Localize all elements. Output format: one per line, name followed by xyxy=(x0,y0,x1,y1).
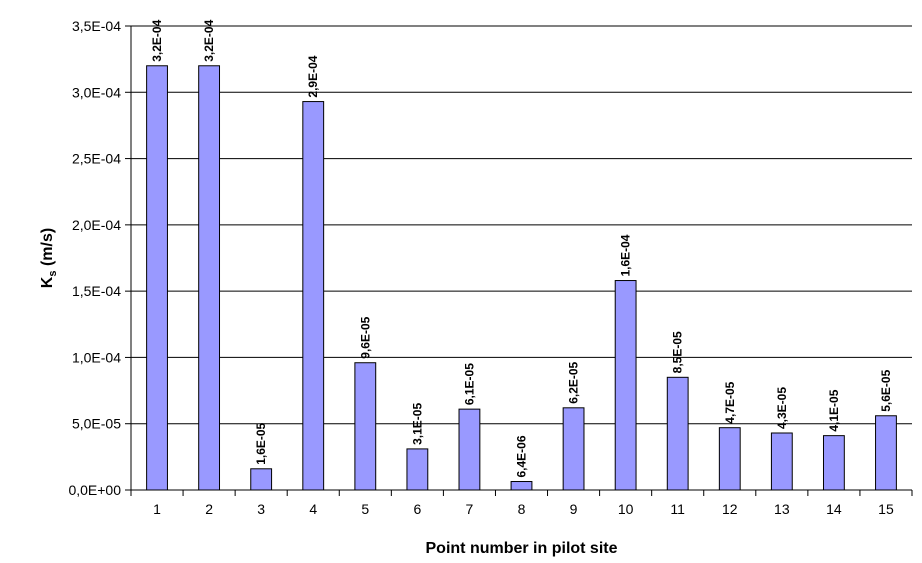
bar xyxy=(822,435,845,491)
data-label: 9,6E-05 xyxy=(358,316,372,358)
data-label: 6,4E-06 xyxy=(515,435,529,477)
y-tick-label: 2,0E-04 xyxy=(72,217,121,233)
data-label: 3,2E-04 xyxy=(202,19,216,61)
x-tick-labels: 1 2 3 4 5 6 7 8 9 10 11 12 13 14 15 xyxy=(153,501,894,517)
x-tick-label: 7 xyxy=(466,501,474,517)
x-tick-label: 6 xyxy=(413,501,421,517)
x-tick-label: 5 xyxy=(361,501,369,517)
data-labels: 3,2E-04 3,2E-04 1,6E-05 2,9E-04 9,6E-05 3,1E-… xyxy=(150,19,893,477)
x-tick-label: 1 xyxy=(153,501,161,517)
bar xyxy=(302,101,325,491)
bar xyxy=(770,432,793,491)
x-tick-label: 8 xyxy=(518,501,526,517)
data-label: 3,1E-05 xyxy=(410,403,424,445)
bar xyxy=(562,407,585,491)
bar xyxy=(458,408,481,491)
y-tick-label: 2,5E-04 xyxy=(72,151,121,167)
y-tick-label: 1,0E-04 xyxy=(72,349,121,365)
data-label: 1,6E-04 xyxy=(619,234,633,276)
bar xyxy=(510,481,533,491)
x-tick-label: 10 xyxy=(618,501,634,517)
bar xyxy=(718,427,741,491)
x-tick-label: 4 xyxy=(309,501,317,517)
data-label: 6,2E-05 xyxy=(567,361,581,403)
y-axis-title: Ks (m/s) xyxy=(39,228,59,288)
x-tick-label: 2 xyxy=(205,501,213,517)
bar xyxy=(406,448,429,491)
x-axis-title: Point number in pilot site xyxy=(426,540,618,557)
bar xyxy=(666,376,689,491)
y-tick-label: 0,0E+00 xyxy=(68,482,121,498)
bar xyxy=(250,468,273,491)
x-tick-label: 12 xyxy=(722,501,738,517)
axes xyxy=(125,25,913,496)
x-tick-label: 9 xyxy=(570,501,578,517)
y-tick-labels: 0,0E+00 5,0E-05 1,0E-04 1,5E-04 2,0E-04 2,5E-… xyxy=(68,18,121,498)
y-tick-label: 3,0E-04 xyxy=(72,84,121,100)
x-tick-label: 11 xyxy=(670,501,685,517)
y-axis-title-main: K xyxy=(39,276,56,288)
y-tick-label: 1,5E-04 xyxy=(72,283,121,299)
data-label: 2,9E-04 xyxy=(306,55,320,97)
y-axis-title-subscript: s xyxy=(47,270,59,276)
data-label: 4,7E-05 xyxy=(723,381,737,423)
data-label: 6,1E-05 xyxy=(462,363,476,405)
data-label: 4,1E-05 xyxy=(827,389,841,431)
bar xyxy=(614,280,637,491)
data-label: 4,3E-05 xyxy=(775,387,789,429)
y-axis-title-unit: (m/s) xyxy=(39,228,56,271)
data-label: 8,5E-05 xyxy=(671,331,685,373)
x-tick-label: 14 xyxy=(826,501,842,517)
x-tick-label: 15 xyxy=(878,501,894,517)
bar xyxy=(354,362,377,491)
bar xyxy=(146,65,168,491)
bar xyxy=(875,415,897,491)
x-tick-label: 3 xyxy=(257,501,265,517)
y-tick-label: 3,5E-04 xyxy=(72,18,121,34)
y-tick-label: 5,0E-05 xyxy=(72,416,121,432)
data-label: 1,6E-05 xyxy=(254,422,268,464)
bar xyxy=(198,65,221,491)
gridlines xyxy=(131,25,912,425)
bars xyxy=(146,65,897,491)
x-tick-label: 13 xyxy=(774,501,790,517)
data-label: 5,6E-05 xyxy=(879,369,893,411)
data-label: 3,2E-04 xyxy=(150,19,164,61)
